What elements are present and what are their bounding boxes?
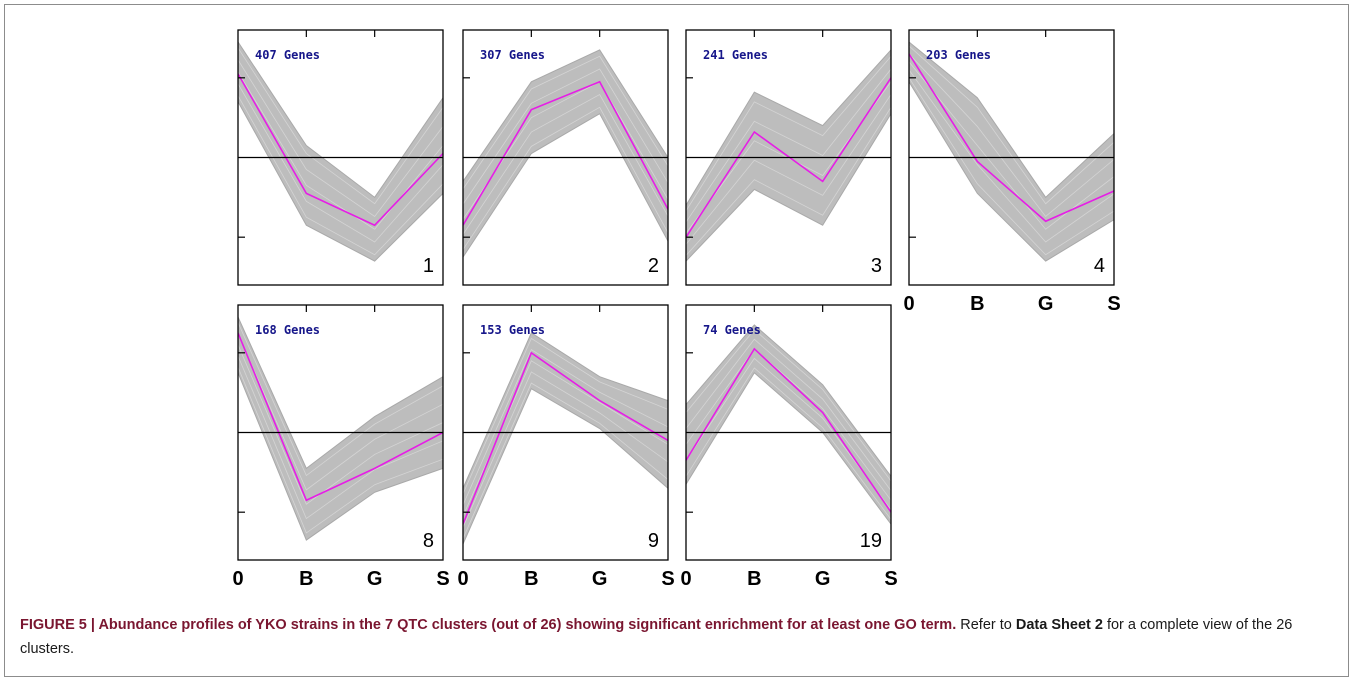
gene-count-label: 407 Genes [255,48,320,62]
cluster-panel-1: 407 Genes 1 [237,29,444,286]
mean-profile-line [463,80,668,226]
x-tick-label: B [299,568,313,590]
caption-title: FIGURE 5 | Abundance profiles of YKO str… [20,617,957,633]
gene-count-label: 307 Genes [480,48,545,62]
gene-profile-line [238,367,443,534]
gene-count-label: 241 Genes [703,48,768,62]
gene-profile-band [238,316,443,541]
gene-profile-line [463,349,668,506]
mean-profile-line [686,77,891,238]
gene-profile-line [238,95,443,256]
x-tick-label: G [592,568,608,590]
mean-profile-line [686,347,891,513]
caption-data-sheet: Data Sheet 2 [1015,617,1103,633]
gene-count-label: 168 Genes [255,323,320,337]
mean-profile-line [238,73,443,227]
gene-profile-line [909,53,1114,218]
x-tick-label: S [1107,293,1120,315]
gene-profile-band [909,41,1114,262]
gene-profile-line [909,77,1114,256]
gene-profile-line [463,94,668,235]
gene-profile-line [463,55,668,190]
gene-count-label: 153 Genes [480,323,545,337]
gene-profile-line [238,59,443,218]
mean-profile-line [909,53,1114,223]
cluster-number: 19 [860,530,882,552]
cluster-number: 3 [871,255,882,277]
x-tick-label: 0 [457,568,468,590]
gene-profile-line [238,47,443,205]
panel-frame [462,304,669,561]
panel-frame [462,29,669,286]
x-tick-label: 0 [903,293,914,315]
gene-profile-line [238,322,443,477]
cluster-panel-3: 241 Genes 3 [685,29,892,286]
x-tick-label: G [367,568,383,590]
cluster-number: 2 [648,255,659,277]
cluster-panel-4: 203 Genes 4 0 B G S [903,29,1121,315]
gene-profile-band [238,41,443,262]
gene-profile-line [238,83,443,243]
gene-profile-band [686,324,891,525]
mean-profile-line [463,351,668,525]
gene-count-label: 203 Genes [926,48,991,62]
gene-profile-line [686,107,891,256]
gene-profile-line [686,338,891,491]
gene-profile-line [463,68,668,205]
cluster-number: 1 [423,255,434,277]
mean-profile-line [238,332,443,502]
panel-frame [685,29,892,286]
gene-count-label: 74 Genes [703,323,761,337]
gene-profile-line [686,56,891,212]
cluster-panel-2: 307 Genes 2 [462,29,669,286]
gene-profile-line [238,71,443,230]
x-tick-label: G [1038,293,1054,315]
gene-profile-band [463,332,668,545]
panel-frame [237,29,444,286]
x-tick-label: 0 [680,568,691,590]
cluster-number: 4 [1094,255,1105,277]
gene-profile-line [686,68,891,223]
cluster-panel-8: 168 Genes 8 0 B G S [232,304,450,590]
panel-frame [685,304,892,561]
x-tick-label: S [661,568,674,590]
panel-frame [908,29,1115,286]
gene-profile-line [463,106,668,250]
cluster-number: 8 [423,530,434,552]
gene-profile-line [238,333,443,491]
gene-profile-band [463,49,668,259]
x-tick-label: S [884,568,897,590]
x-tick-label: B [747,568,761,590]
gene-profile-band [686,49,891,262]
cluster-number: 9 [648,530,659,552]
gene-profile-line [909,69,1114,243]
gene-profile-line [463,382,668,539]
gene-profile-line [686,348,891,501]
gene-profile-line [686,329,891,482]
caption-text-before: Refer to [960,617,1012,633]
gene-profile-line [909,61,1114,230]
cluster-profiles-figure: 407 Genes 1 307 Genes 2 241 Genes 3 203 Genes 4… [232,29,1121,590]
x-tick-label: B [970,293,984,315]
gene-profile-line [463,371,668,528]
gene-profile-line [686,367,891,520]
x-tick-label: G [815,568,831,590]
cluster-panel-9: 153 Genes 9 0 B G S [457,304,675,590]
x-tick-label: 0 [232,568,243,590]
figure-frame [4,4,1349,677]
panel-frame [237,304,444,561]
x-tick-label: S [436,568,449,590]
x-tick-label: B [524,568,538,590]
cluster-panel-19: 74 Genes 19 0 B G S [680,304,898,590]
gene-profile-line [686,357,891,511]
caption-text-after: for a complete view of the 26 clusters. [20,617,1293,657]
figure-caption: FIGURE 5 | Abundance profiles of YKO str… [20,613,1330,661]
gene-profile-line [238,355,443,520]
gene-profile-line [686,94,891,245]
gene-profile-line [463,337,668,495]
gene-profile-line [238,344,443,505]
gene-profile-line [909,45,1114,205]
